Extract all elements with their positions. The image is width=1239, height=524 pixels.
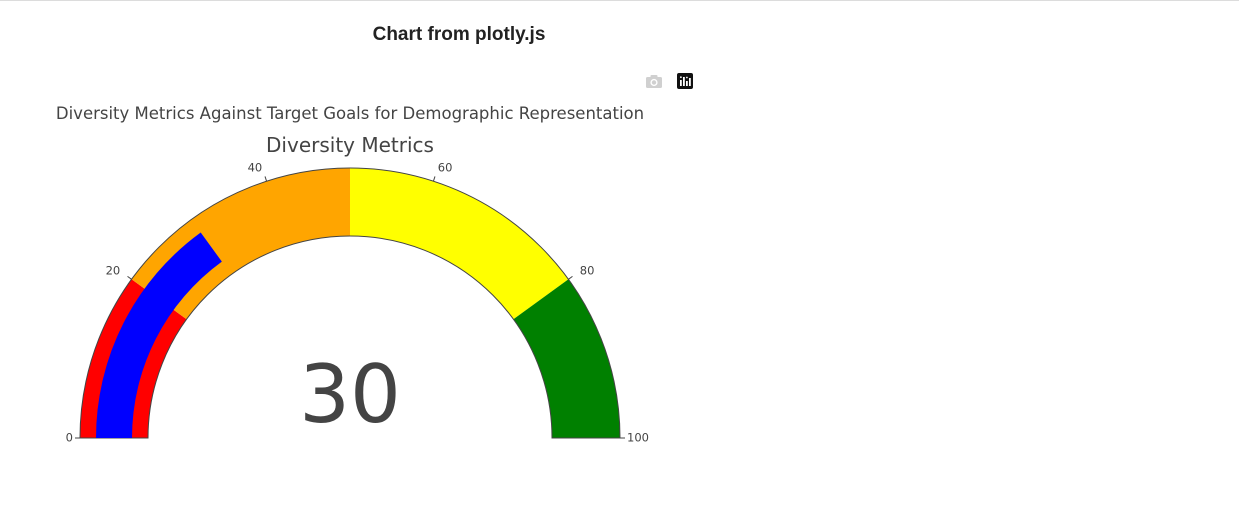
gauge-outline bbox=[79, 167, 621, 439]
gauge-step-3 bbox=[350, 168, 569, 320]
gauge-title: Diversity Metrics bbox=[266, 133, 434, 157]
modebar bbox=[644, 72, 700, 92]
gauge-tick-mark bbox=[264, 176, 268, 182]
gauge-tick-label: 0 bbox=[66, 431, 73, 445]
gauge-tick-mark bbox=[127, 275, 132, 280]
gauge-tick-label: 20 bbox=[106, 264, 121, 278]
top-divider bbox=[0, 0, 1239, 1]
gauge-value: 30 bbox=[299, 348, 401, 441]
page-title: Chart from plotly.js bbox=[372, 24, 546, 45]
camera-icon bbox=[646, 75, 662, 88]
gauge-value-bar bbox=[96, 232, 222, 438]
gauge-plot: Diversity Metrics Against Target Goals f… bbox=[0, 95, 700, 475]
gauge-chart: Diversity Metrics Against Target Goals f… bbox=[56, 104, 649, 445]
gauge-tick-label: 80 bbox=[580, 264, 595, 278]
gauge-ticks: 0 20 40 60 80 100 bbox=[66, 160, 649, 444]
gauge-bar-group bbox=[96, 232, 222, 438]
chart-title: Diversity Metrics Against Target Goals f… bbox=[56, 104, 644, 123]
gauge-step-4 bbox=[513, 279, 620, 438]
plotly-logo-icon bbox=[677, 73, 693, 89]
gauge-tick-mark bbox=[432, 176, 436, 182]
plotly-logo-button[interactable] bbox=[676, 72, 696, 90]
download-plot-button[interactable] bbox=[644, 72, 664, 90]
gauge-tick-mark bbox=[568, 275, 573, 280]
gauge-tick-label: 60 bbox=[438, 160, 453, 174]
gauge-tick-label: 40 bbox=[248, 160, 263, 174]
gauge-tick-label: 100 bbox=[627, 431, 649, 445]
